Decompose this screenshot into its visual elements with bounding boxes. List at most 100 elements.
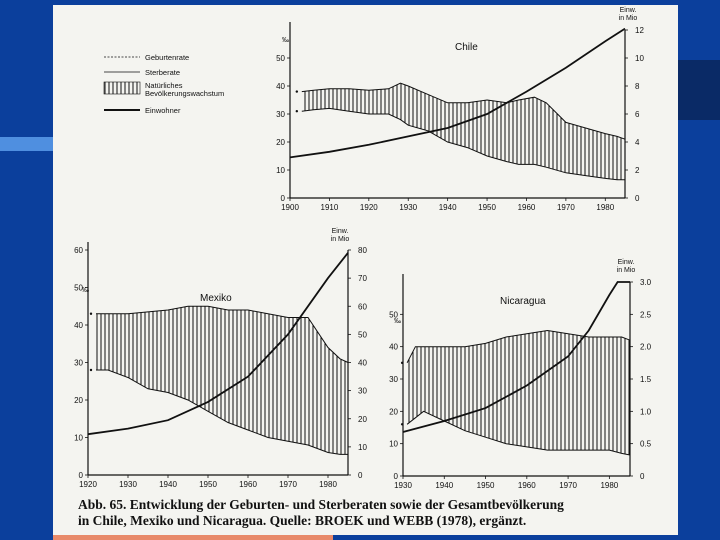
mexico-xtick-label: 1980 bbox=[319, 480, 337, 489]
nicaragua-xtick-label: 1950 bbox=[477, 481, 495, 490]
nicaragua-ytick-label: 20 bbox=[389, 407, 398, 416]
nicaragua-xtick-label: 1980 bbox=[600, 481, 618, 490]
chile-xtick-label: 1920 bbox=[360, 203, 378, 212]
mexico-y2tick-label: 30 bbox=[358, 387, 367, 396]
background-dark-block bbox=[678, 60, 720, 120]
chile-ytick-label: 0 bbox=[281, 194, 286, 203]
chile-ytick-label: 50 bbox=[276, 54, 285, 63]
mexico-y2tick-label: 50 bbox=[358, 330, 367, 339]
mexico-y2tick-label: 80 bbox=[358, 246, 367, 255]
mexico-xtick-label: 1970 bbox=[279, 480, 297, 489]
mexico-ytick-label: 10 bbox=[74, 434, 83, 443]
nicaragua-ytick-label: 0 bbox=[394, 472, 399, 481]
chart-chile: Chile ‰ Einw. in Mio 1900 1910 1920 1930 1940 195… bbox=[276, 7, 644, 212]
chile-ytick-label: 10 bbox=[276, 166, 285, 175]
mexico-birth-start-marker bbox=[89, 312, 93, 315]
chile-y2tick-label: 8 bbox=[635, 82, 640, 91]
legend-label-death-rate: Sterberate bbox=[145, 68, 180, 77]
chile-y2tick-label: 0 bbox=[635, 194, 640, 203]
mexico-y2label: Einw. in Mio bbox=[331, 228, 350, 243]
mexico-xtick-label: 1950 bbox=[199, 480, 217, 489]
legend-label-natural-growth: Natürliches Bevölkerungswachstum bbox=[145, 81, 224, 98]
chile-xtick-label: 1900 bbox=[281, 203, 299, 212]
mexico-ytick-label: 50 bbox=[74, 284, 83, 293]
chile-natural-growth-area bbox=[301, 83, 625, 180]
mexico-death-start-marker bbox=[89, 368, 93, 372]
chile-birth-start-marker bbox=[295, 90, 299, 93]
chile-death-rate-line bbox=[301, 107, 625, 181]
mexico-population-line bbox=[87, 252, 349, 436]
chile-y2tick-label: 2 bbox=[635, 166, 640, 175]
figure-caption: Abb. 65. Entwicklung der Geburten- und S… bbox=[78, 497, 668, 529]
chile-death-start-marker bbox=[295, 110, 299, 113]
mexico-xtick-label: 1940 bbox=[159, 480, 177, 489]
nicaragua-xtick-label: 1960 bbox=[518, 481, 536, 490]
mexico-ytick-label: 20 bbox=[74, 396, 83, 405]
chile-y2tick-label: 6 bbox=[635, 110, 640, 119]
chile-xtick-label: 1940 bbox=[439, 203, 457, 212]
mexico-xtick-label: 1960 bbox=[239, 480, 257, 489]
mexico-y2tick-label: 70 bbox=[358, 274, 367, 283]
mexico-natural-growth-area bbox=[96, 306, 348, 455]
nicaragua-y2tick-label: 2.0 bbox=[640, 343, 652, 352]
nicaragua-ylabel: ‰ bbox=[394, 318, 401, 325]
legend: Geburtenrate Sterberate Natürliches Bevö… bbox=[103, 53, 224, 115]
nicaragua-birth-rate-line bbox=[406, 329, 631, 364]
mexico-y2tick-label: 40 bbox=[358, 359, 367, 368]
nicaragua-death-rate-line bbox=[406, 410, 631, 456]
chile-y2label: Einw. in Mio bbox=[619, 7, 638, 22]
chile-population-line bbox=[289, 27, 626, 159]
nicaragua-y2tick-label: 3.0 bbox=[640, 278, 652, 287]
chile-birth-rate-line bbox=[301, 82, 626, 140]
mexico-y2tick-label: 0 bbox=[358, 471, 363, 480]
nicaragua-y2tick-label: 1.5 bbox=[640, 375, 652, 384]
nicaragua-y2tick-label: 0.5 bbox=[640, 440, 652, 449]
mexico-death-rate-line bbox=[96, 369, 348, 455]
mexico-title: Mexiko bbox=[200, 293, 232, 304]
background-bottom-stripe bbox=[53, 534, 333, 540]
nicaragua-birth-start-marker bbox=[400, 361, 404, 365]
chile-xtick-label: 1930 bbox=[399, 203, 417, 212]
nicaragua-population-line bbox=[402, 281, 630, 433]
chile-title: Chile bbox=[455, 42, 478, 53]
nicaragua-y2tick-label: 2.5 bbox=[640, 310, 652, 319]
legend-label-birth-rate: Geburtenrate bbox=[145, 53, 189, 62]
background-light-stripe bbox=[0, 137, 53, 151]
chile-y2tick-label: 10 bbox=[635, 54, 644, 63]
chile-xtick-label: 1960 bbox=[518, 203, 536, 212]
chile-y2tick-label: 4 bbox=[635, 138, 640, 147]
chile-xtick-label: 1910 bbox=[321, 203, 339, 212]
mexico-y2tick-label: 60 bbox=[358, 302, 367, 311]
nicaragua-natural-growth-area bbox=[407, 330, 630, 455]
chile-ylabel: ‰ bbox=[282, 37, 289, 44]
nicaragua-ytick-label: 30 bbox=[389, 375, 398, 384]
legend-label-population: Einwohner bbox=[145, 106, 181, 115]
nicaragua-xtick-label: 1930 bbox=[394, 481, 412, 490]
chart-mexico: Mexiko ‰ Einw. in Mio 1920 1930 1940 1950 1960 19… bbox=[74, 228, 367, 489]
mexico-y2tick-label: 10 bbox=[358, 443, 367, 452]
mexico-ylabel: ‰ bbox=[82, 287, 89, 294]
chile-y2tick-label: 12 bbox=[635, 26, 644, 35]
nicaragua-ytick-label: 40 bbox=[389, 343, 398, 352]
nicaragua-xtick-label: 1970 bbox=[559, 481, 577, 490]
nicaragua-y2tick-label: 0 bbox=[640, 472, 645, 481]
nicaragua-y2tick-label: 1.0 bbox=[640, 407, 652, 416]
mexico-xtick-label: 1930 bbox=[119, 480, 137, 489]
chile-ytick-label: 40 bbox=[276, 82, 285, 91]
caption-line-2: in Chile, Mexiko und Nicaragua. Quelle: … bbox=[78, 513, 527, 528]
chile-xtick-label: 1980 bbox=[596, 203, 614, 212]
chile-ytick-label: 30 bbox=[276, 110, 285, 119]
nicaragua-y2label: Einw. in Mio bbox=[617, 259, 636, 274]
nicaragua-xtick-label: 1940 bbox=[435, 481, 453, 490]
mexico-ytick-label: 30 bbox=[74, 359, 83, 368]
chile-ytick-label: 20 bbox=[276, 138, 285, 147]
mexico-birth-rate-line bbox=[96, 305, 349, 363]
mexico-ytick-label: 60 bbox=[74, 246, 83, 255]
nicaragua-title: Nicaragua bbox=[500, 296, 546, 307]
nicaragua-ytick-label: 10 bbox=[389, 440, 398, 449]
mexico-ytick-label: 40 bbox=[74, 321, 83, 330]
mexico-ytick-label: 0 bbox=[79, 471, 84, 480]
nicaragua-ytick-label: 50 bbox=[389, 310, 398, 319]
